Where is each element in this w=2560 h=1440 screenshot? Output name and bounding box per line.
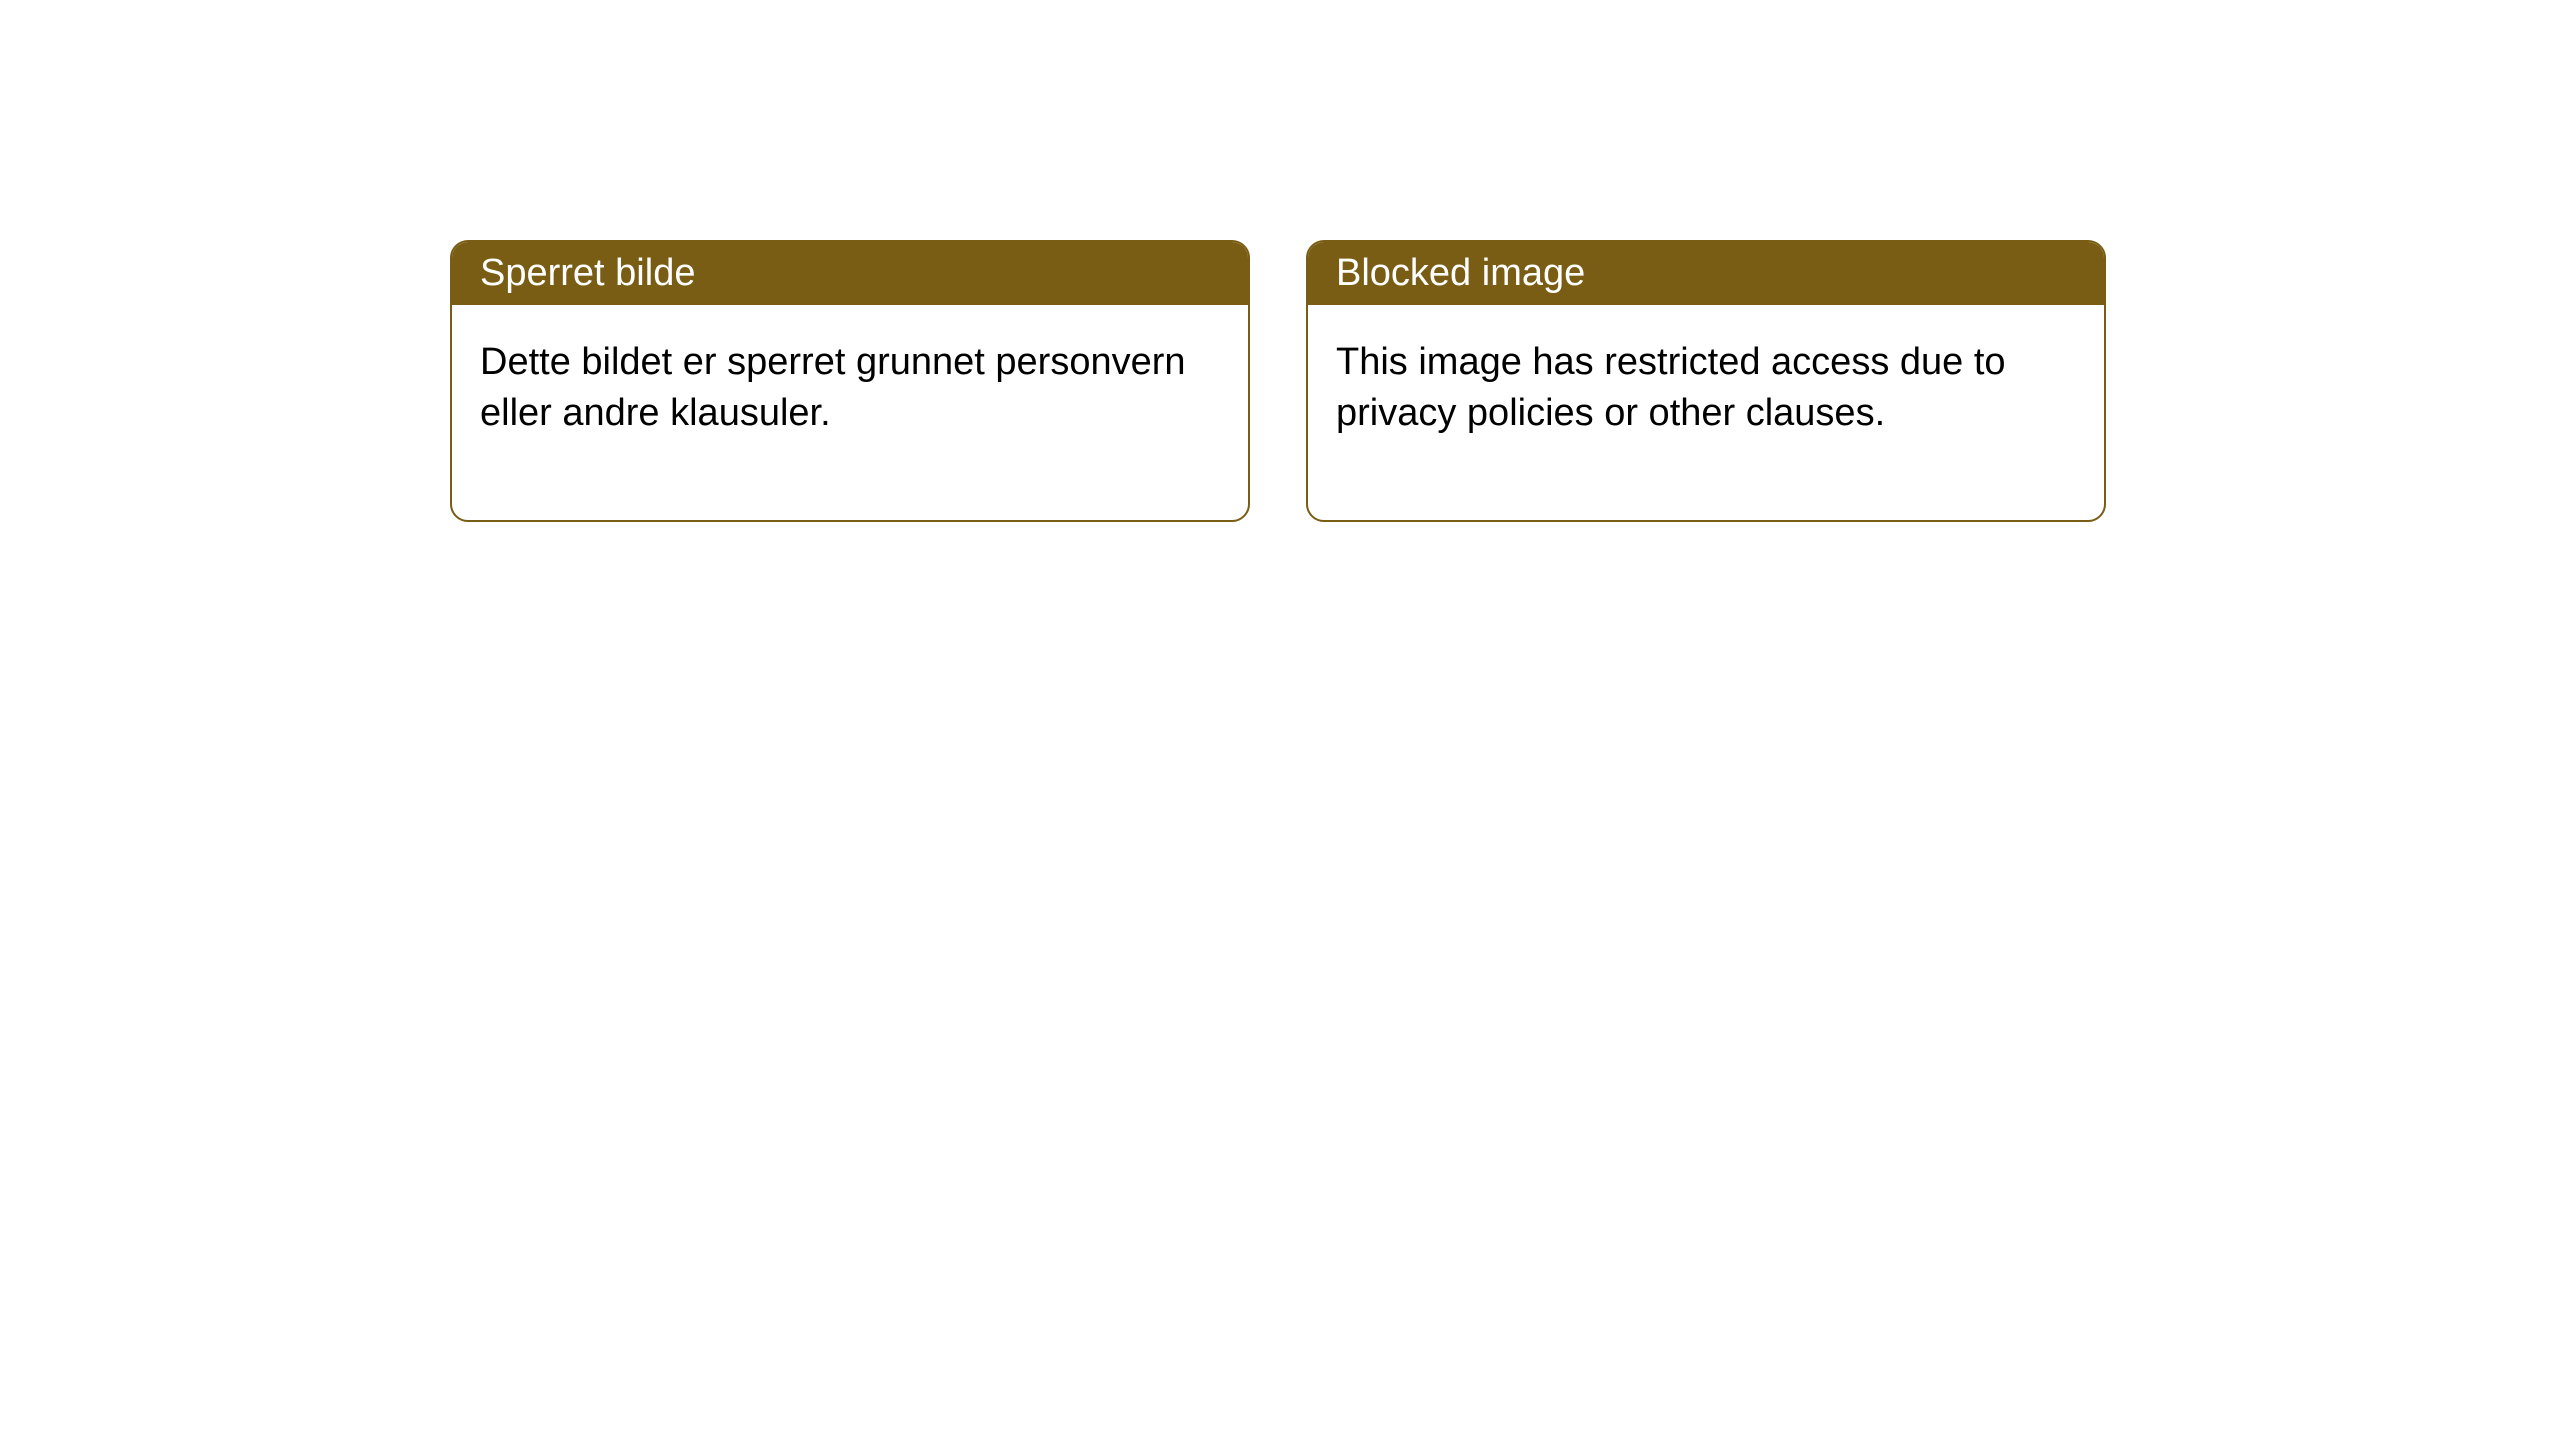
notice-title: Sperret bilde bbox=[480, 252, 695, 294]
notice-header: Blocked image bbox=[1308, 242, 2104, 305]
notice-card-english: Blocked image This image has restricted … bbox=[1306, 240, 2106, 522]
notice-header: Sperret bilde bbox=[452, 242, 1248, 305]
notice-body-text: Dette bildet er sperret grunnet personve… bbox=[480, 341, 1186, 434]
notice-body: This image has restricted access due to … bbox=[1308, 305, 2104, 520]
notice-title: Blocked image bbox=[1336, 252, 1585, 294]
notice-body: Dette bildet er sperret grunnet personve… bbox=[452, 305, 1248, 520]
notice-card-norwegian: Sperret bilde Dette bildet er sperret gr… bbox=[450, 240, 1250, 522]
notice-container: Sperret bilde Dette bildet er sperret gr… bbox=[0, 0, 2560, 522]
notice-body-text: This image has restricted access due to … bbox=[1336, 341, 2006, 434]
